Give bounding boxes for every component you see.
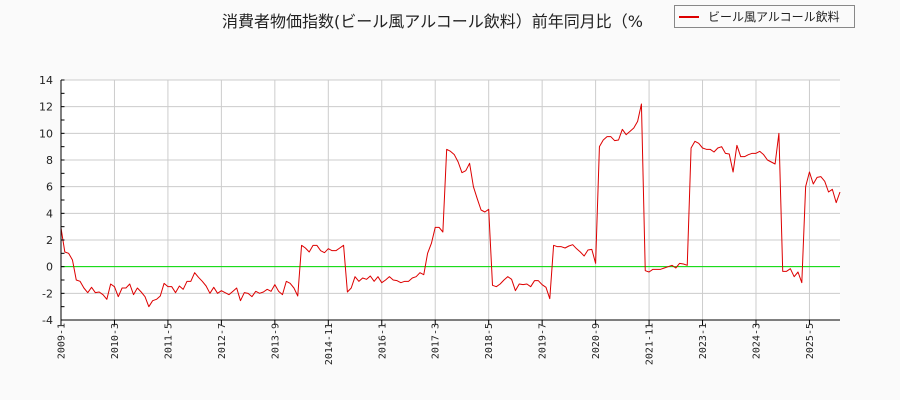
y-tick-label: 0 bbox=[46, 261, 53, 274]
data-series-line bbox=[60, 103, 841, 308]
chart-title: 消費者物価指数(ビール風アルコール飲料）前年同月比（% bbox=[222, 12, 643, 31]
x-tick-label: 2010-3 bbox=[110, 323, 121, 359]
y-tick-label: 6 bbox=[46, 181, 53, 194]
x-tick-label: 2014-11 bbox=[324, 323, 335, 365]
gridlines bbox=[61, 79, 840, 320]
x-tick-label: 2011-5 bbox=[163, 323, 174, 359]
y-tick-label: 8 bbox=[46, 154, 53, 167]
x-tick-label: 2019-7 bbox=[538, 323, 549, 359]
legend-line-icon bbox=[679, 15, 699, 18]
y-tick-label: -4 bbox=[42, 314, 53, 327]
x-axis-ticks: 2009-1 2010-3 2011-5 2012-7 2013-9 2014-11 201… bbox=[57, 320, 816, 365]
x-tick-label: 2012-7 bbox=[217, 323, 228, 359]
x-tick-label: 2009-1 bbox=[57, 323, 68, 359]
x-tick-label: 2024-3 bbox=[751, 323, 762, 359]
x-tick-label: 2018-5 bbox=[484, 323, 495, 359]
y-tick-label: 14 bbox=[39, 74, 53, 87]
x-tick-label: 2017-3 bbox=[431, 323, 442, 359]
y-axis-ticks: -4 -2 0 2 4 6 8 10 12 14 bbox=[39, 74, 65, 327]
x-tick-label: 2023-1 bbox=[698, 323, 709, 359]
x-tick-label: 2021-11 bbox=[645, 323, 656, 365]
series-line bbox=[60, 103, 841, 308]
plot-area bbox=[61, 80, 840, 320]
y-tick-label: 2 bbox=[46, 234, 53, 247]
x-tick-label: 2020-9 bbox=[591, 323, 602, 359]
legend: ビール風アルコール飲料 bbox=[674, 5, 855, 28]
legend-label: ビール風アルコール飲料 bbox=[708, 10, 840, 24]
x-tick-label: 2025-5 bbox=[805, 323, 816, 359]
x-tick-label: 2016-1 bbox=[377, 323, 388, 359]
y-tick-label: 10 bbox=[39, 127, 53, 140]
y-tick-label: 4 bbox=[46, 207, 53, 220]
y-tick-label: -2 bbox=[42, 287, 53, 300]
x-tick-label: 2013-9 bbox=[270, 323, 281, 359]
y-tick-label: 12 bbox=[39, 101, 53, 114]
